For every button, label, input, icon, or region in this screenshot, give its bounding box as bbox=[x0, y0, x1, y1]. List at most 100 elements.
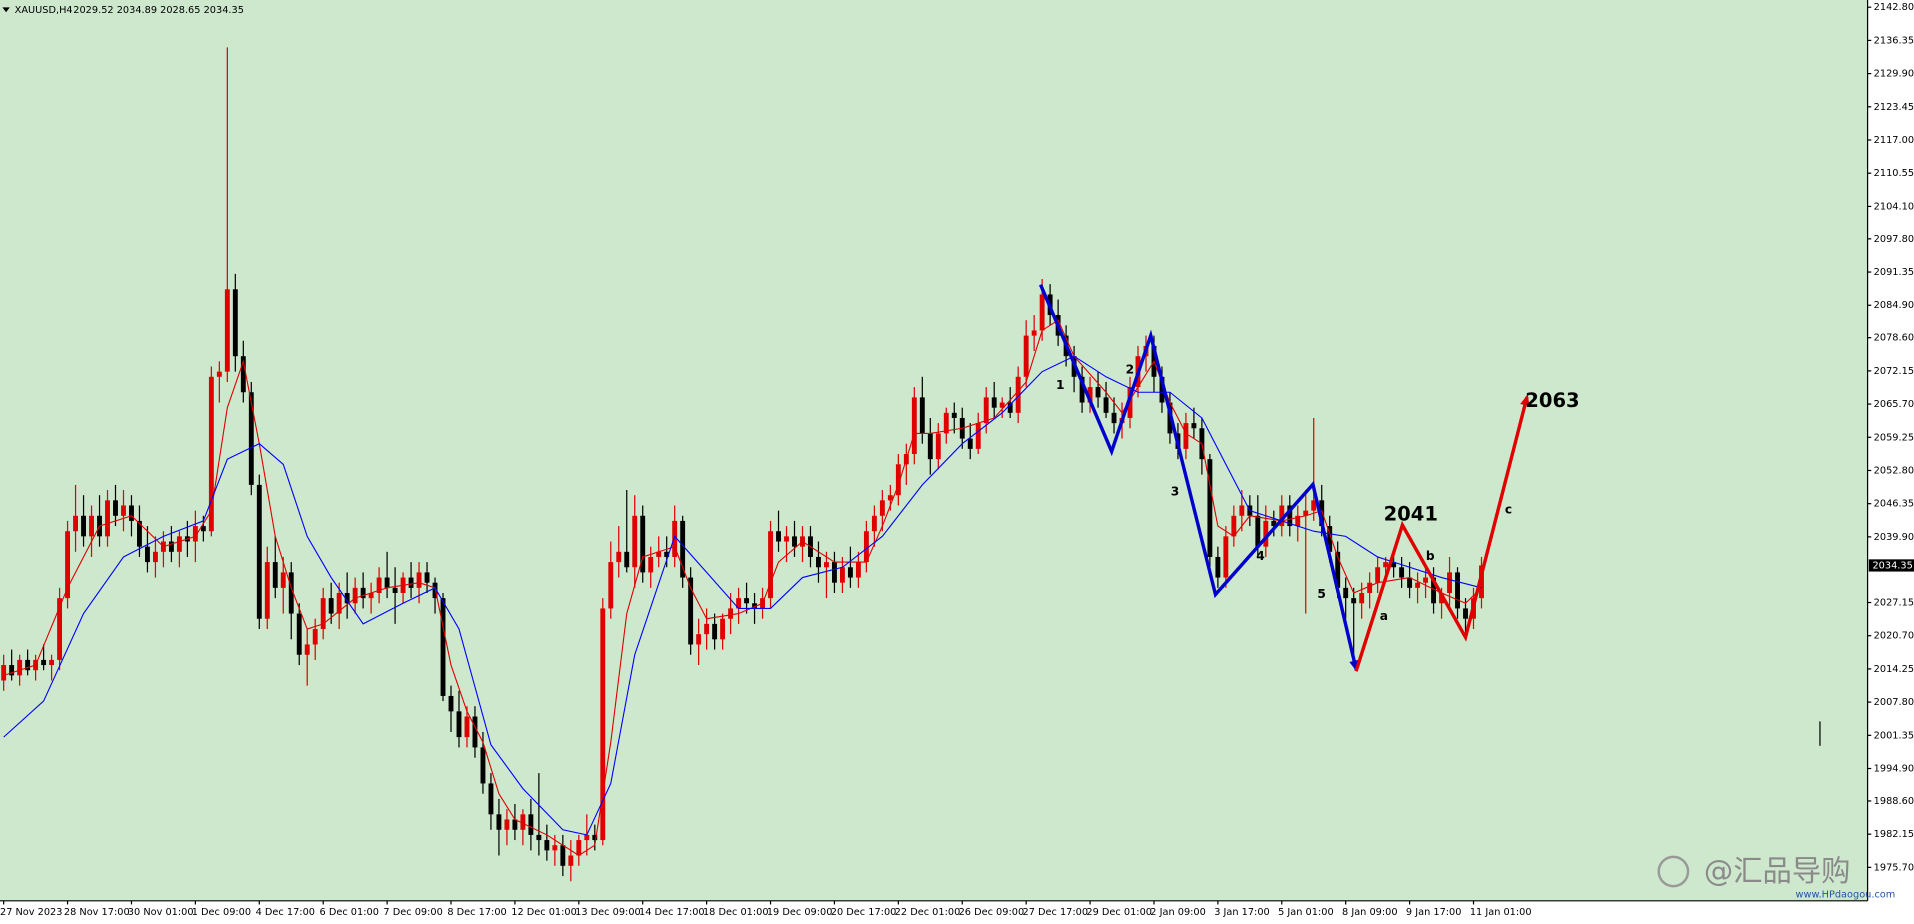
watermark: @汇品导购 bbox=[1704, 854, 1851, 888]
candle-body bbox=[576, 840, 582, 856]
candle-body bbox=[983, 397, 989, 424]
candle-body bbox=[152, 551, 158, 563]
wave-label: 4 bbox=[1256, 549, 1265, 563]
candle-body bbox=[624, 551, 630, 568]
candle-body bbox=[680, 520, 686, 578]
target-label: 2063 bbox=[1525, 389, 1579, 412]
candle-body bbox=[416, 572, 422, 588]
candle-body bbox=[320, 598, 326, 630]
candle-body bbox=[1399, 567, 1405, 578]
y-tick-label: 2065.70 bbox=[1874, 399, 1914, 410]
wave-label: 2 bbox=[1126, 362, 1135, 376]
y-tick-label: 2001.35 bbox=[1874, 730, 1914, 741]
candle-body bbox=[887, 495, 893, 501]
x-tick-label: 4 Dec 17:00 bbox=[256, 907, 315, 918]
candle-body bbox=[232, 289, 238, 357]
candle-body bbox=[89, 515, 94, 537]
candle-body bbox=[951, 412, 957, 418]
candle-body bbox=[272, 562, 278, 588]
candle-body bbox=[248, 392, 254, 485]
candle-body bbox=[1207, 459, 1213, 557]
candle-body bbox=[1423, 577, 1429, 583]
candle-body bbox=[1391, 562, 1397, 568]
candle-body bbox=[600, 608, 606, 841]
candle-body bbox=[456, 711, 462, 738]
candle-body bbox=[1111, 412, 1117, 424]
candle-body bbox=[696, 634, 702, 645]
candle-body bbox=[1, 665, 7, 681]
candle-body bbox=[656, 551, 662, 557]
candle-body bbox=[520, 814, 526, 830]
candle-body bbox=[41, 659, 47, 666]
candle-body bbox=[1039, 294, 1045, 331]
candle-body bbox=[105, 500, 110, 537]
candle-body bbox=[49, 659, 55, 666]
candle-body bbox=[304, 644, 310, 655]
y-tick-label: 2078.60 bbox=[1874, 333, 1914, 344]
candle-body bbox=[65, 531, 71, 599]
y-tick-label: 2052.80 bbox=[1874, 465, 1914, 476]
candle-body bbox=[1015, 376, 1021, 413]
candle-body bbox=[632, 515, 638, 568]
candle-body bbox=[1271, 520, 1277, 527]
x-tick-label: 9 Jan 17:00 bbox=[1406, 907, 1462, 918]
candle-body bbox=[113, 500, 118, 516]
logo bbox=[1657, 855, 1690, 888]
x-tick-label: 12 Dec 01:00 bbox=[511, 907, 577, 918]
y-tick-label: 1994.90 bbox=[1874, 764, 1914, 775]
moving-average bbox=[3, 319, 1482, 857]
candle-body bbox=[480, 747, 486, 784]
x-tick-label: 27 Nov 2023 bbox=[0, 907, 62, 918]
candle-body bbox=[472, 716, 478, 748]
candle-body bbox=[296, 613, 302, 655]
candle-body bbox=[1407, 577, 1413, 588]
candle-body bbox=[9, 665, 15, 676]
candle-body bbox=[664, 551, 670, 557]
candle-body bbox=[145, 546, 150, 563]
candle-body bbox=[824, 562, 829, 568]
candle-body bbox=[975, 423, 981, 449]
candle-body bbox=[1351, 598, 1357, 604]
candle-body bbox=[440, 598, 446, 696]
wave-label: c bbox=[1505, 503, 1512, 517]
y-tick-label: 2007.80 bbox=[1874, 697, 1914, 708]
candle-body bbox=[640, 515, 646, 573]
wave-label: 1 bbox=[1056, 378, 1065, 392]
target-label: 2041 bbox=[1384, 503, 1438, 526]
wave-label: b bbox=[1426, 549, 1435, 563]
candle-body bbox=[336, 592, 342, 614]
candle-body bbox=[744, 598, 750, 604]
candle-body bbox=[768, 531, 773, 599]
x-tick-label: 28 Nov 17:00 bbox=[64, 907, 130, 918]
candle-body bbox=[344, 592, 350, 604]
y-tick-label: 2123.45 bbox=[1874, 102, 1914, 113]
y-tick-label: 2117.00 bbox=[1874, 135, 1914, 146]
x-tick-label: 2 Jan 09:00 bbox=[1150, 907, 1206, 918]
candle-body bbox=[911, 397, 917, 455]
x-tick-label: 8 Dec 17:00 bbox=[447, 907, 506, 918]
candle-body bbox=[256, 484, 262, 619]
candle-body bbox=[608, 562, 614, 609]
candle-body bbox=[592, 834, 598, 841]
candle-body bbox=[200, 526, 206, 532]
menu-icon bbox=[2, 7, 10, 13]
y-tick-label: 1975.70 bbox=[1874, 862, 1914, 873]
candle-body bbox=[568, 855, 574, 866]
candle-body bbox=[528, 814, 534, 835]
candle-body bbox=[1215, 556, 1221, 578]
candle-body bbox=[752, 603, 758, 609]
candle-body bbox=[408, 577, 414, 588]
candle-body bbox=[25, 659, 31, 671]
wave-label: 3 bbox=[1171, 484, 1180, 498]
candle-body bbox=[360, 587, 366, 599]
y-tick-label: 2039.90 bbox=[1874, 532, 1914, 543]
candle-body bbox=[1439, 592, 1444, 604]
candle-body bbox=[240, 356, 246, 393]
candle-body bbox=[704, 623, 710, 635]
x-tick-label: 22 Dec 01:00 bbox=[895, 907, 961, 918]
candle-body bbox=[1367, 582, 1373, 593]
y-tick-label: 2027.15 bbox=[1874, 598, 1914, 609]
x-tick-label: 19 Dec 09:00 bbox=[767, 907, 833, 918]
candle-body bbox=[1095, 387, 1101, 398]
